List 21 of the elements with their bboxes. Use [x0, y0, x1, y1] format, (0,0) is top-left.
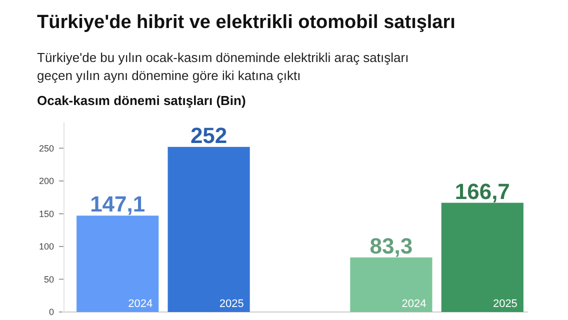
y-tick-label: 100 [38, 242, 54, 252]
data-label: 83,3 [370, 233, 413, 258]
y-tick-label: 200 [38, 176, 54, 186]
chart-title: Türkiye'de hibrit ve elektrikli otomobil satışları [37, 12, 456, 33]
bar [168, 146, 250, 312]
x-tick-label: 2024 [402, 298, 426, 310]
data-label: 166,7 [454, 178, 510, 204]
y-tick-label: 0 [48, 307, 54, 318]
x-tick-label: 2025 [492, 298, 518, 310]
y-tick-label: 50 [44, 274, 54, 284]
bar [441, 202, 524, 312]
y-tick-label: 250 [38, 143, 54, 154]
bar [76, 216, 159, 312]
x-tick-label: 2024 [128, 298, 153, 310]
y-tick-label: 150 [38, 208, 54, 219]
chart-subtitle: Türkiye'de bu yılın ocak-kasım döneminde elektrikli araç satışları geçen yılın aynı dönemine göre iki katına çıktı [37, 50, 409, 83]
y-axis-title: Ocak-kasım dönemi satışları (Bin) [37, 93, 246, 108]
data-label: 252 [190, 122, 228, 148]
x-tick-label: 2025 [219, 298, 244, 310]
bar [350, 257, 432, 312]
data-label: 147,1 [90, 192, 146, 217]
